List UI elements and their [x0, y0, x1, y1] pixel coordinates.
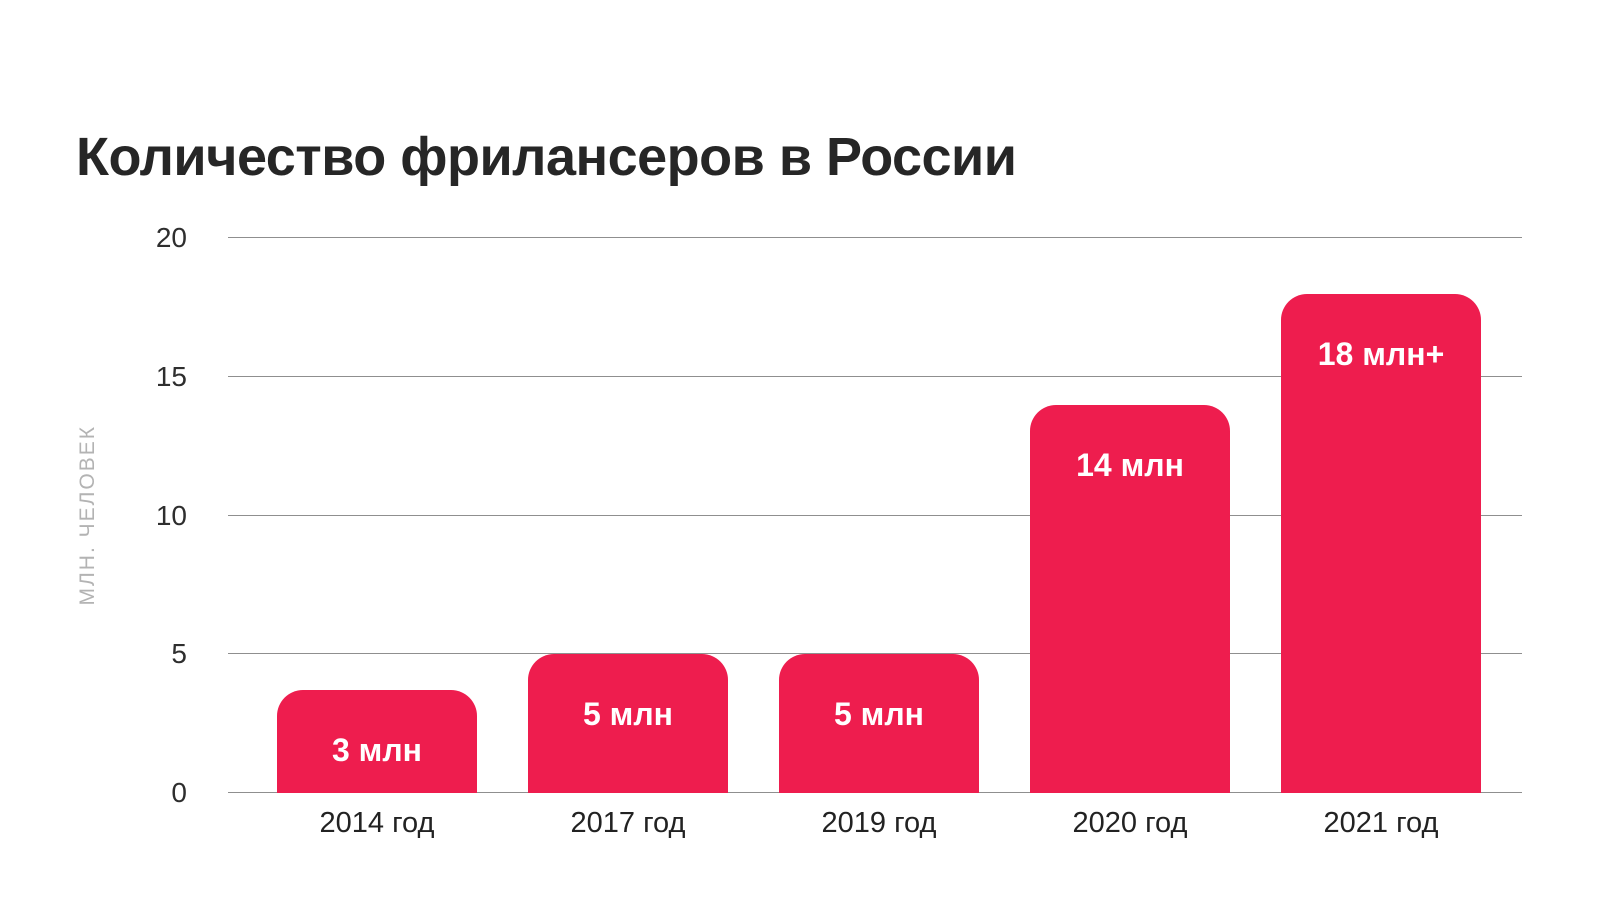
plot-area: 0 5 10 15 20 3 млн 2014 год 5 млн 2017 год 5 млн 2… — [156, 224, 1522, 839]
bar-2019: 5 млн — [779, 654, 979, 793]
bar-2021: 18 млн+ — [1281, 293, 1481, 793]
x-tick-label: 2014 год — [319, 807, 435, 839]
y-tick-label: 0 — [171, 777, 187, 808]
bar-2020: 14 млн — [1030, 404, 1230, 793]
y-tick-label: 10 — [155, 499, 187, 531]
bar-value-label: 14 млн — [1076, 446, 1184, 483]
y-axis-title: МЛН. ЧЕЛОВЕК — [66, 238, 110, 793]
y-gridline — [228, 653, 1522, 655]
y-axis-title-text: МЛН. ЧЕЛОВЕК — [76, 425, 99, 606]
bar-2014: 3 млн — [277, 690, 477, 793]
bar-value-label: 3 млн — [331, 732, 422, 768]
chart-title: Количество фрилансеров в России — [76, 127, 1017, 188]
bar-2017: 5 млн — [528, 654, 728, 793]
x-tick-label: 2021 год — [1323, 807, 1439, 839]
y-tick-label: 15 — [155, 360, 187, 392]
y-gridline — [228, 237, 1522, 238]
y-gridline — [228, 514, 1522, 516]
bar-value-label: 5 млн — [833, 696, 924, 733]
y-gridline — [228, 375, 1522, 377]
y-tick-label: 20 — [155, 222, 187, 253]
y-tick-label: 5 — [171, 638, 187, 670]
bar-value-label: 5 млн — [582, 696, 673, 733]
x-tick-label: 2017 год — [570, 807, 686, 839]
x-tick-label: 2019 год — [821, 807, 937, 839]
x-tick-label: 2020 год — [1072, 807, 1188, 839]
bar-value-label: 18 млн+ — [1317, 335, 1445, 372]
